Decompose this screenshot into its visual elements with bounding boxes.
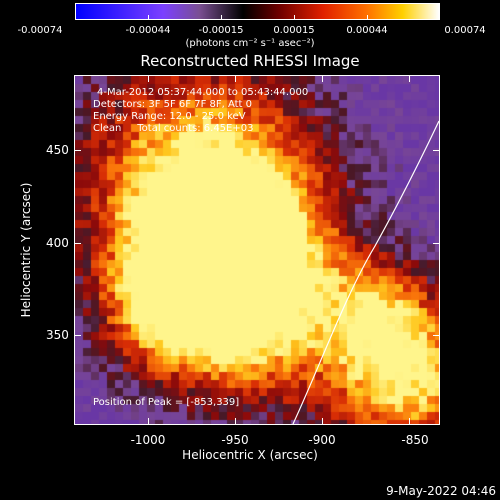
- rhessi-image-panel: 4-Mar-2012 05:37:44.000 to 05:43:44.000 …: [74, 75, 440, 425]
- y-tick-label: 350: [46, 328, 69, 342]
- y-tick-label: 400: [46, 236, 69, 250]
- y-tick-label: 450: [46, 143, 69, 157]
- detectors-text: Detectors: 3F 5F 6F 7F 8F, Att 0: [93, 99, 253, 110]
- solar-limb-line: [292, 120, 439, 424]
- colorbar-tick-label: -0.00015: [198, 25, 244, 36]
- clean-counts-text: Clean Total counts: 6.45E+03: [93, 123, 254, 134]
- x-axis-label: Heliocentric X (arcsec): [182, 448, 318, 462]
- x-tick-label: -950: [221, 433, 249, 447]
- image-title: Reconstructed RHESSI Image: [140, 52, 360, 70]
- colorbar-tick-label: -0.00074: [17, 25, 63, 36]
- x-tick-label: -1000: [130, 433, 166, 447]
- x-tick-label: -900: [308, 433, 336, 447]
- colorbar-tick-label: -0.00044: [125, 25, 171, 36]
- colorbar: [75, 3, 440, 20]
- time-range-text: 4-Mar-2012 05:37:44.000 to 05:43:44.000: [97, 87, 309, 98]
- x-tick-label: -850: [401, 433, 429, 447]
- energy-range-text: Energy Range: 12.0 - 25.0 keV: [93, 111, 246, 122]
- colorbar-units: (photons cm⁻² s⁻¹ asec⁻²): [185, 38, 315, 49]
- colorbar-tick-label: 0.00074: [444, 25, 486, 36]
- render-date: 9-May-2022 04:46: [386, 484, 496, 498]
- colorbar-tick-label: 0.00044: [346, 25, 388, 36]
- peak-position-text: Position of Peak = [-853,339]: [93, 397, 240, 408]
- y-axis-label: Heliocentric Y (arcsec): [19, 182, 33, 318]
- rhessi-image: [75, 76, 439, 424]
- colorbar-tick-label: 0.00015: [273, 25, 315, 36]
